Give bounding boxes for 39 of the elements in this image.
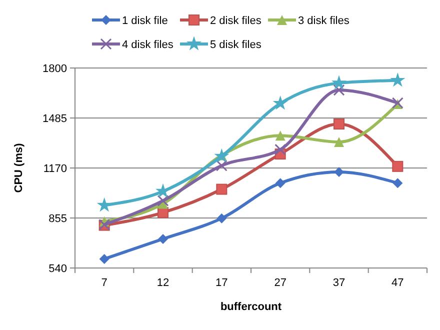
- y-tick-label: 1485: [42, 112, 67, 125]
- point: [334, 136, 344, 147]
- x-tick-label: 17: [216, 277, 228, 289]
- point: [392, 160, 404, 172]
- point: [334, 118, 344, 130]
- x-tick-label: 12: [156, 277, 170, 289]
- point: [216, 160, 228, 172]
- point: [214, 148, 230, 163]
- point: [272, 96, 288, 110]
- x-tick-label: 47: [392, 277, 404, 289]
- point: [157, 194, 169, 206]
- x-tick-label: 7: [101, 277, 108, 289]
- y-tick-label: 1170: [43, 162, 67, 175]
- y-tick-label: 855: [48, 212, 67, 225]
- point: [275, 130, 286, 141]
- x-tick-label: 37: [332, 277, 346, 289]
- point: [96, 197, 112, 212]
- legend-label: 1 disk file: [122, 14, 168, 27]
- legend-label: 2 disk files: [210, 14, 262, 27]
- point: [390, 72, 406, 87]
- y-axis-title: CPU (ms): [13, 142, 25, 193]
- point: [275, 178, 286, 188]
- legend-label: 5 disk files: [210, 38, 262, 51]
- point: [155, 183, 171, 198]
- point: [274, 144, 286, 156]
- legend-label: 3 disk files: [298, 14, 350, 27]
- legend-label: 4 disk files: [122, 38, 174, 51]
- y-tick-label: 1800: [42, 62, 67, 75]
- y-tick-label: 540: [48, 262, 67, 275]
- x-tick-label: 27: [274, 277, 286, 289]
- point: [334, 166, 344, 177]
- point: [99, 254, 110, 264]
- point: [333, 84, 345, 96]
- point: [216, 184, 228, 195]
- point: [158, 234, 168, 244]
- point: [216, 213, 227, 224]
- point: [392, 178, 403, 188]
- x-axis-title: buffercount: [220, 301, 282, 313]
- point: [331, 75, 347, 90]
